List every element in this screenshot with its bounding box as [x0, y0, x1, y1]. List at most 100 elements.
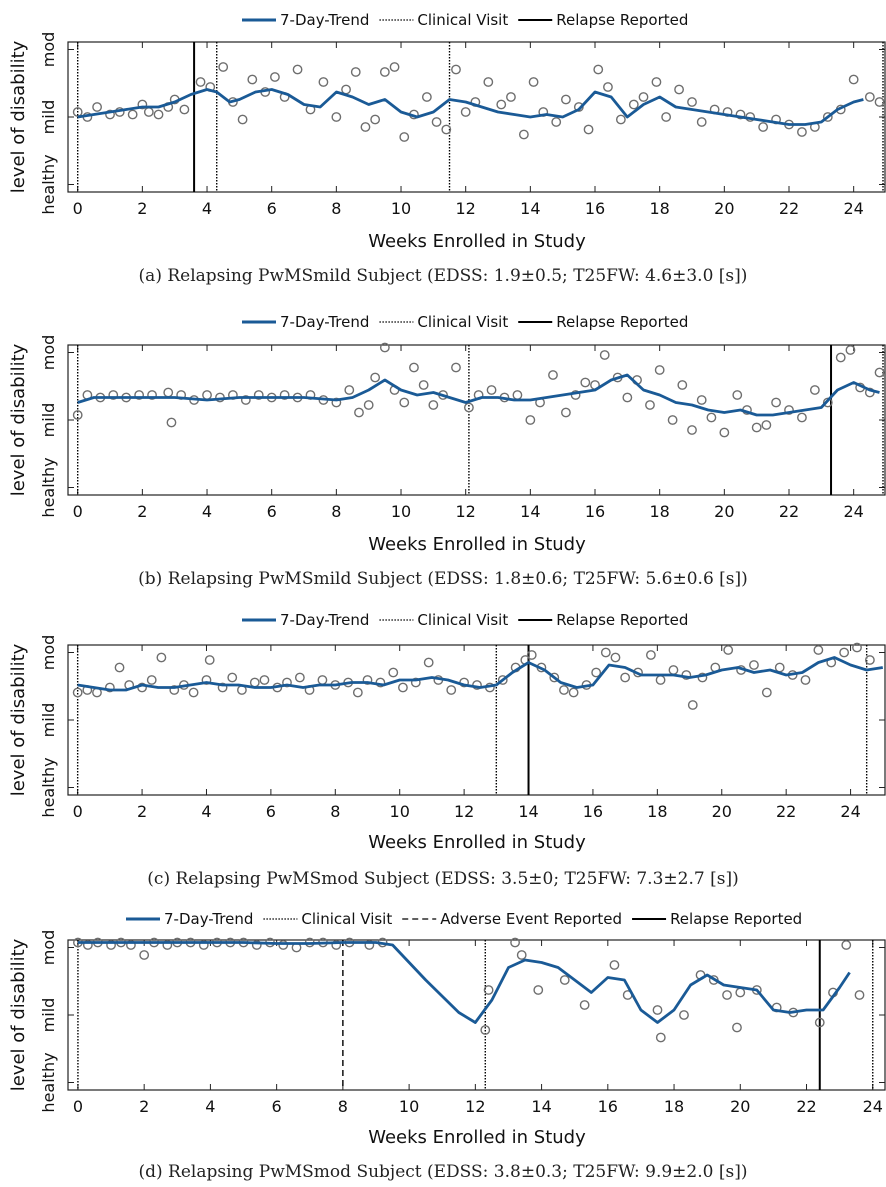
data-point [771, 397, 781, 408]
data-point [797, 127, 807, 137]
data-point [139, 950, 150, 960]
x-axis-label: Weeks Enrolled in Study [368, 231, 586, 252]
x-tick-label: 16 [585, 502, 605, 521]
data-point [105, 109, 115, 120]
data-point [143, 107, 154, 117]
chart-panel-b: 7-Day-Trend Clinical Visit Relapse Reporte… [0, 303, 886, 565]
data-point [593, 64, 604, 75]
data-point [237, 114, 248, 125]
data-point [318, 77, 329, 87]
legend-label-trend: 7-Day-Trend [280, 11, 369, 29]
legend-label-relapse: Relapse Reported [556, 611, 688, 629]
data-point [344, 385, 355, 395]
data-point [761, 420, 772, 430]
x-tick-label: 20 [714, 502, 734, 521]
data-point [652, 1005, 663, 1015]
data-point [201, 675, 212, 685]
data-point [114, 662, 125, 673]
data-point [352, 687, 363, 698]
y-tick-label: mod [39, 32, 58, 68]
data-point [292, 64, 303, 75]
x-tick-label: 22 [796, 1097, 816, 1116]
y-axis-label: level of disability [8, 938, 29, 1091]
data-point [195, 77, 206, 87]
data-point [341, 84, 351, 95]
data-point [204, 655, 215, 665]
x-tick-label: 10 [391, 199, 411, 218]
data-point [615, 114, 626, 125]
data-point [854, 990, 865, 1000]
data-point [813, 645, 824, 655]
data-point [350, 67, 361, 77]
x-tick-label: 8 [331, 199, 341, 218]
data-point [516, 950, 527, 960]
x-tick-label: 18 [649, 199, 669, 218]
data-point [423, 657, 434, 668]
data-point [573, 102, 584, 112]
chart-a: 7-Day-Trend Clinical Visit Relapse Reporte… [8, 11, 886, 252]
data-point [822, 397, 833, 408]
x-tick-label: 2 [137, 502, 147, 521]
data-point [668, 665, 679, 675]
data-point [460, 107, 471, 117]
data-point [706, 412, 717, 423]
x-tick-label: 8 [330, 802, 340, 821]
x-tick-label: 0 [73, 1097, 83, 1116]
y-tick-label: mild [39, 100, 58, 135]
data-point [568, 687, 579, 698]
data-point [651, 77, 662, 87]
data-point [674, 84, 684, 95]
data-point [784, 405, 794, 415]
data-point [483, 985, 494, 995]
data-point [761, 687, 772, 698]
data-point [278, 940, 289, 950]
data-point [496, 99, 507, 110]
data-point [749, 660, 759, 670]
data-point [147, 390, 157, 400]
y-axis-label: level of disability [8, 343, 29, 496]
chart-panel-c: 7-Day-Trend Clinical Visit Relapse Reporte… [0, 603, 886, 865]
data-point [127, 109, 138, 120]
data-point [240, 395, 251, 405]
data-point [360, 122, 371, 132]
data-point [259, 675, 270, 685]
trend-line [77, 373, 880, 417]
x-tick-label: 24 [863, 1097, 883, 1116]
data-point [841, 940, 852, 950]
data-point [428, 400, 439, 410]
y-tick-label: mild [39, 703, 58, 738]
x-tick-label: 2 [137, 802, 147, 821]
x-tick-label: 18 [649, 502, 669, 521]
x-tick-label: 14 [520, 502, 540, 521]
x-tick-label: 22 [779, 502, 799, 521]
x-tick-label: 24 [840, 802, 860, 821]
x-tick-label: 22 [776, 802, 796, 821]
x-tick-label: 20 [730, 1097, 750, 1116]
data-point [722, 990, 732, 1000]
data-point [723, 645, 734, 655]
x-tick-label: 6 [267, 502, 277, 521]
data-point [687, 425, 697, 435]
data-point [809, 385, 820, 395]
data-point [282, 677, 292, 688]
data-point [654, 365, 665, 375]
x-tick-label: 12 [456, 199, 476, 218]
legend-label-relapse: Relapse Reported [556, 313, 688, 331]
legend-label-visit: Clinical Visit [301, 910, 392, 928]
data-point [533, 985, 544, 995]
y-tick-label: healthy [39, 154, 58, 214]
x-tick-label: 12 [454, 802, 474, 821]
data-point [370, 114, 381, 125]
y-tick-label: mild [39, 998, 58, 1033]
data-point [751, 422, 762, 433]
x-tick-label: 20 [714, 199, 734, 218]
plot-frame [67, 344, 886, 496]
data-point [249, 677, 260, 688]
data-point [431, 117, 442, 127]
legend-label-visit: Clinical Visit [417, 313, 508, 331]
data-points [72, 642, 875, 710]
data-point [774, 662, 785, 673]
data-point [441, 124, 452, 135]
